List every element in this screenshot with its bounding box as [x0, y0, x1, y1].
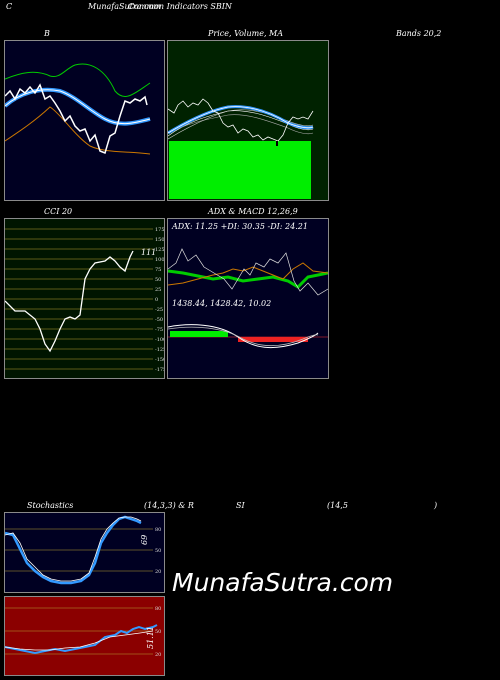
rsi-value-label: 51.11	[146, 626, 155, 649]
rsi-chart: 80 50 20 51.11	[4, 596, 165, 676]
cci-tick-label: 25	[155, 287, 161, 293]
volume-bars	[169, 141, 311, 199]
rsi-svg: 80 50 20 51.11	[5, 597, 164, 675]
stoch-tick-80: 80	[155, 527, 161, 533]
adx-svg: ADX: 11.25 +DI: 30.35 -DI: 24.21 1438.44…	[168, 219, 328, 378]
rsi-close-label: )	[434, 501, 438, 510]
cci-tick-label: 125	[155, 247, 164, 253]
cci-label: CCI 20	[44, 207, 73, 216]
stoch-tick-20: 20	[155, 569, 161, 575]
bollinger-svg	[5, 41, 164, 200]
cci-tick-label: 175	[155, 227, 164, 233]
stochastics-svg: 80 50 20 69	[5, 513, 164, 592]
cci-tick-label: 100	[155, 257, 164, 263]
cci-tick-label: 50	[155, 277, 161, 283]
rsi-tick-50: 50	[155, 629, 161, 635]
cci-tick-label: -75	[155, 327, 163, 333]
stochastics-label: Stochastics	[27, 501, 74, 510]
adx-macd-label: ADX & MACD 12,26,9	[208, 207, 298, 216]
price-volume-ma-label: Price, Volume, MA	[208, 29, 284, 38]
rsi-si-label: SI	[236, 501, 245, 510]
cci-tick-label: -100	[155, 337, 164, 343]
stoch-value-label: 69	[140, 535, 149, 545]
macd-values-text: 1438.44, 1428.42, 10.02	[172, 299, 271, 308]
bollinger-b-label: B	[44, 29, 50, 38]
cci-svg: 175 150 125 100 75 50 25 0 -25 -50 -75 -100 -125 -150…	[5, 219, 164, 378]
stoch-params-label: (14,3,3) & R	[144, 501, 194, 510]
rsi-tick-20: 20	[155, 652, 161, 658]
cci-tick-label: -125	[155, 347, 164, 353]
cci-tick-label: -25	[155, 307, 163, 313]
rsi-params-label: (14,5	[327, 501, 348, 510]
cci-tick-label: 150	[155, 237, 164, 243]
stoch-tick-50: 50	[155, 548, 161, 554]
page-title: Common Indicators SBIN	[128, 2, 232, 11]
cci-tick-label: 0	[155, 297, 158, 303]
watermark-logo: MunafaSutra.com	[172, 568, 394, 597]
cci-value-label: 111	[141, 248, 156, 257]
price-svg	[168, 41, 328, 200]
cci-tick-label: -150	[155, 357, 164, 363]
cci-tick-label: 75	[155, 267, 161, 273]
stochastics-chart: 80 50 20 69	[4, 512, 165, 593]
cci-tick-label: -50	[155, 317, 163, 323]
price-volume-chart	[167, 40, 329, 201]
adx-macd-chart: ADX: 11.25 +DI: 30.35 -DI: 24.21 1438.44…	[167, 218, 329, 379]
cci-tick-label: -175	[155, 367, 164, 373]
rsi-tick-80: 80	[155, 606, 161, 612]
c-label: C	[6, 2, 13, 11]
site-title[interactable]: MunafaSutra.com	[88, 2, 161, 11]
cci-chart: 175 150 125 100 75 50 25 0 -25 -50 -75 -100 -125 -150…	[4, 218, 165, 379]
bands-label: Bands 20,2	[396, 29, 442, 38]
bollinger-bands-chart	[4, 40, 165, 201]
adx-values-text: ADX: 11.25 +DI: 30.35 -DI: 24.21	[171, 222, 308, 231]
